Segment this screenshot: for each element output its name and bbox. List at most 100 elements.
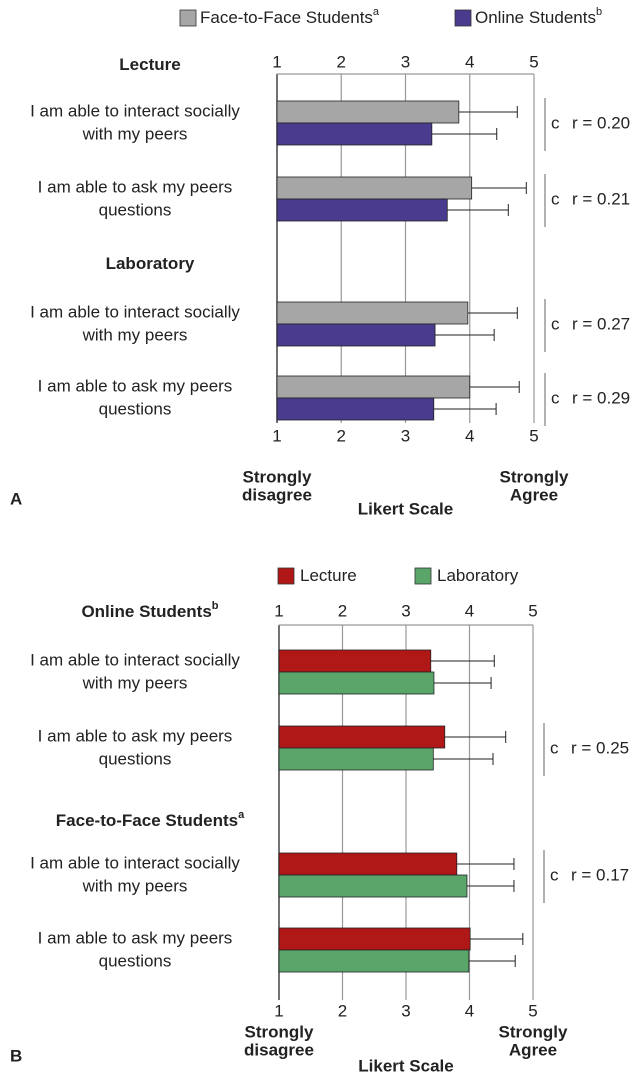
legend-label-text: Face-to-Face Students [200,8,373,27]
bar [278,725,446,749]
group-title-text: Online Students [81,602,211,621]
bar [276,122,433,146]
x-tick-label: 4 [465,601,474,620]
x-tick-label: 4 [465,426,474,445]
category-label: with my peers [82,325,188,344]
x-tick-label: 5 [529,426,538,445]
x-tick-label: 1 [272,52,281,71]
category-label: questions [99,951,172,970]
x-tick-label: 5 [529,52,538,71]
bar [278,747,434,771]
scale-anchor: Agree [509,1040,557,1059]
legend-swatch [414,567,432,585]
effect-size: r = 0.27 [572,314,630,333]
bar [276,323,436,347]
category-label: I am able to interact socially [30,101,240,120]
category-label: I am able to interact socially [30,853,240,872]
category-label: I am able to ask my peers [38,726,233,745]
bar [276,198,448,222]
legend-label-text: Online Students [475,8,596,27]
scale-anchor: Strongly [245,1022,314,1041]
significance: c [550,738,559,757]
x-tick-label: 5 [528,601,537,620]
x-tick-label: 1 [274,1001,283,1020]
legend-label-text: Laboratory [437,566,519,585]
category-label: I am able to interact socially [30,302,240,321]
superscript: a [373,6,380,18]
x-tick-label: 2 [337,52,346,71]
x-axis-label: Likert Scale [358,1056,453,1075]
x-axis-label: Likert Scale [358,499,453,518]
bar [278,927,471,951]
category-label: I am able to ask my peers [38,928,233,947]
x-tick-label: 2 [338,601,347,620]
bar [278,874,468,898]
category-label: with my peers [82,673,188,692]
legend-label-text: Lecture [300,566,357,585]
bar [276,176,473,200]
bar [278,649,432,673]
legend-label: Lecture [300,566,357,585]
x-tick-label: 3 [401,601,410,620]
x-tick-label: 2 [337,426,346,445]
significance: c [551,189,560,208]
x-tick-label: 3 [401,52,410,71]
category-label: questions [99,200,172,219]
panel-letter: B [10,1046,22,1065]
legend-label: Online Studentsb [475,6,602,28]
group-title: Lecture [119,55,180,74]
bar [276,397,435,421]
bar [278,949,470,973]
bar [276,100,460,124]
category-label: with my peers [82,876,188,895]
x-tick-label: 2 [338,1001,347,1020]
effect-size: r = 0.17 [571,865,629,884]
bar [278,671,435,695]
group-title: Laboratory [106,254,195,273]
scale-anchor: disagree [244,1040,314,1059]
effect-size: r = 0.20 [572,113,630,132]
superscript: b [212,600,219,612]
category-label: I am able to ask my peers [38,376,233,395]
significance: c [551,388,560,407]
superscript: b [596,6,602,18]
group-title-text: Laboratory [106,254,195,273]
legend-label: Face-to-Face Studentsa [200,6,380,28]
group-title: Face-to-Face Studentsa [56,809,245,831]
x-tick-label: 3 [401,426,410,445]
legend-swatch [179,9,197,27]
scale-anchor: Agree [510,485,558,504]
category-label: questions [99,749,172,768]
category-label: I am able to ask my peers [38,177,233,196]
scale-anchor: Strongly [499,1022,568,1041]
group-title-text: Lecture [119,55,180,74]
x-tick-label: 1 [272,426,281,445]
group-title: Online Studentsb [81,600,218,622]
significance: c [551,113,560,132]
category-label: questions [99,399,172,418]
legend-swatch [454,9,472,27]
effect-size: r = 0.29 [572,388,630,407]
panel-letter: A [10,489,22,508]
x-tick-label: 5 [528,1001,537,1020]
group-title-text: Face-to-Face Students [56,811,238,830]
significance: c [550,865,559,884]
scale-anchor: Strongly [243,467,312,486]
scale-anchor: disagree [242,485,312,504]
legend-swatch [277,567,295,585]
scale-anchor: Strongly [500,467,569,486]
x-tick-label: 3 [401,1001,410,1020]
x-tick-label: 4 [465,1001,474,1020]
bar [276,375,471,399]
effect-size: r = 0.25 [571,738,629,757]
bar [276,301,469,325]
bar [278,852,458,876]
category-label: I am able to interact socially [30,650,240,669]
legend-label: Laboratory [437,566,519,585]
x-tick-label: 4 [465,52,474,71]
x-tick-label: 1 [274,601,283,620]
superscript: a [238,809,245,821]
category-label: with my peers [82,124,188,143]
effect-size: r = 0.21 [572,189,630,208]
